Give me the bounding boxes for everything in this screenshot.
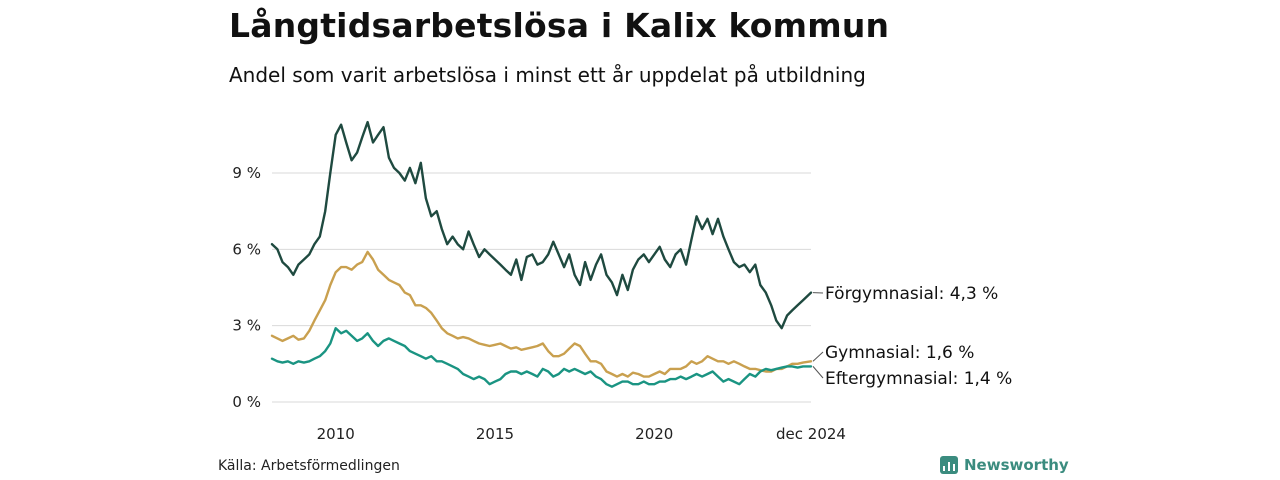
series-end-label-förgymnasial: Förgymnasial: 4,3 % [825,284,998,304]
chart-title: Långtidsarbetslösa i Kalix kommun [229,6,890,45]
label-leader-line [812,366,824,379]
y-tick-label: 0 % [232,393,261,411]
grid-lines [272,172,811,403]
y-tick-label: 3 % [232,317,261,335]
brand-name: Newsworthy [964,456,1069,474]
y-tick-label: 6 % [232,240,261,258]
series-lines [270,120,813,388]
label-leader-line [812,351,824,362]
brand-logo[interactable]: Newsworthy [940,456,1069,474]
chart-subtitle: Andel som varit arbetslösa i minst ett å… [229,63,866,87]
series-end-label-eftergymnasial: Eftergymnasial: 1,4 % [825,369,1012,389]
series-end-label-gymnasial: Gymnasial: 1,6 % [825,343,974,363]
x-tick-label: 2010 [317,425,355,443]
source-note: Källa: Arbetsförmedlingen [218,458,400,474]
newsworthy-logo-icon [940,456,958,474]
x-tick-label: 2020 [635,425,673,443]
y-tick-label: 9 % [232,164,261,182]
series-line-eftergymnasial [270,327,813,388]
x-tick-label: dec 2024 [776,425,846,443]
x-tick-label: 2015 [476,425,514,443]
series-line-förgymnasial [270,120,813,330]
series-end-labels: Förgymnasial: 4,3 % Gymnasial: 1,6 % Efter… [812,284,1012,389]
x-axis-tick-labels: 2010 2015 2020 dec 2024 [317,425,846,443]
series-line-gymnasial [270,250,813,378]
y-axis-tick-labels: 0 % 3 % 6 % 9 % [232,164,261,411]
